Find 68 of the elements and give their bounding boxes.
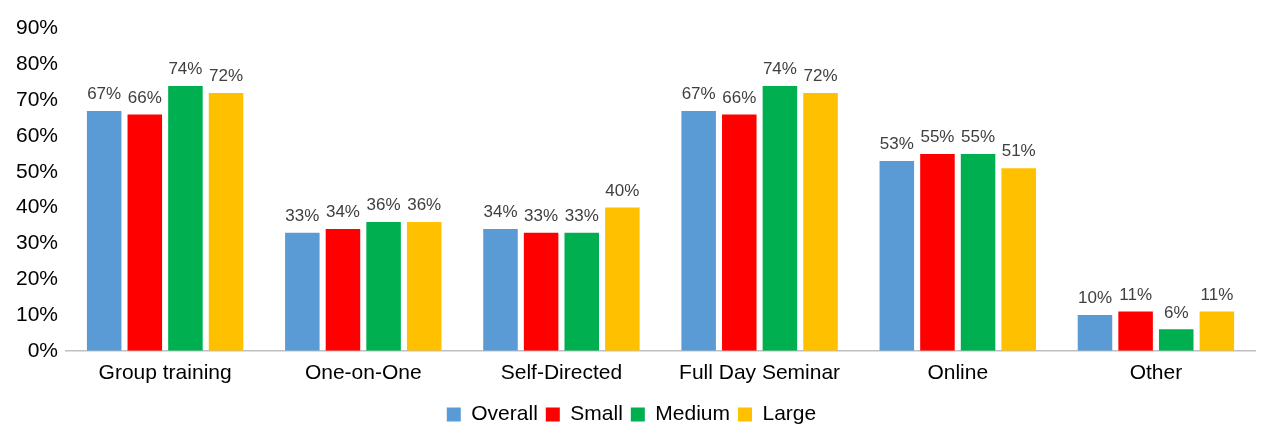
- data-label: 11%: [1119, 284, 1152, 304]
- data-label: 67%: [681, 84, 716, 104]
- bar: [1001, 168, 1036, 351]
- x-tick-label: Self-Directed: [500, 360, 623, 384]
- y-tick-label: 60%: [16, 122, 59, 146]
- data-label: 33%: [285, 205, 320, 225]
- bar: [803, 93, 838, 351]
- bar: [366, 221, 401, 351]
- bar: [168, 85, 203, 351]
- bar: [483, 229, 518, 351]
- y-tick-label: 70%: [16, 87, 59, 110]
- data-label: 51%: [1001, 141, 1036, 161]
- bar: [208, 93, 244, 351]
- bar: [605, 207, 640, 351]
- y-tick-label: 90%: [16, 15, 59, 39]
- data-label: 34%: [325, 202, 360, 222]
- data-label: 40%: [605, 180, 640, 200]
- data-label: 53%: [879, 134, 914, 154]
- data-label: 67%: [87, 84, 122, 104]
- y-tick-label: 40%: [16, 194, 59, 218]
- bar: [1077, 315, 1113, 351]
- bar: [285, 232, 320, 351]
- y-tick-label: 80%: [16, 51, 59, 75]
- data-label: 74%: [762, 59, 797, 79]
- data-label: 6%: [1163, 302, 1189, 322]
- bar: [325, 229, 361, 351]
- data-label: 34%: [483, 202, 518, 222]
- y-tick-label: 30%: [16, 230, 59, 254]
- data-label: 72%: [803, 66, 838, 86]
- legend-label: Small: [570, 401, 623, 425]
- bar: [722, 114, 757, 351]
- data-label: 36%: [366, 195, 401, 215]
- data-label: 55%: [961, 127, 996, 147]
- x-tick-label: One-on-One: [304, 360, 422, 384]
- bar: [879, 161, 915, 351]
- bar: [86, 110, 122, 351]
- y-tick-label: 20%: [16, 266, 59, 289]
- x-tick-label: Full Day Seminar: [679, 360, 841, 384]
- legend-label: Large: [762, 401, 817, 425]
- bar: [127, 114, 163, 351]
- bar: [681, 110, 716, 351]
- bar: [564, 232, 600, 351]
- bar: [920, 153, 955, 351]
- data-label: 10%: [1077, 288, 1112, 308]
- y-tick-label: 10%: [16, 301, 59, 325]
- data-label: 36%: [407, 195, 442, 215]
- data-label: 72%: [209, 66, 244, 86]
- bar: [523, 232, 559, 351]
- legend-label: Overall: [471, 401, 538, 425]
- bar: [1199, 311, 1235, 351]
- data-label: 74%: [168, 59, 203, 79]
- bar: [960, 153, 996, 351]
- x-tick-label: Group training: [98, 360, 232, 384]
- bar: [1158, 329, 1194, 351]
- y-tick-label: 50%: [16, 158, 59, 182]
- x-tick-label: Online: [927, 360, 989, 384]
- data-label: 33%: [564, 205, 599, 225]
- bar: [762, 85, 798, 351]
- bar: [1118, 311, 1153, 351]
- data-label: 55%: [920, 127, 955, 147]
- legend-label: Medium: [655, 401, 731, 425]
- x-tick-label: Other: [1129, 360, 1183, 384]
- data-label: 11%: [1200, 284, 1234, 304]
- data-label: 66%: [722, 87, 757, 107]
- bar: [406, 221, 442, 351]
- y-tick-label: 0%: [27, 337, 59, 361]
- data-label: 66%: [127, 87, 162, 107]
- data-label: 33%: [524, 205, 559, 225]
